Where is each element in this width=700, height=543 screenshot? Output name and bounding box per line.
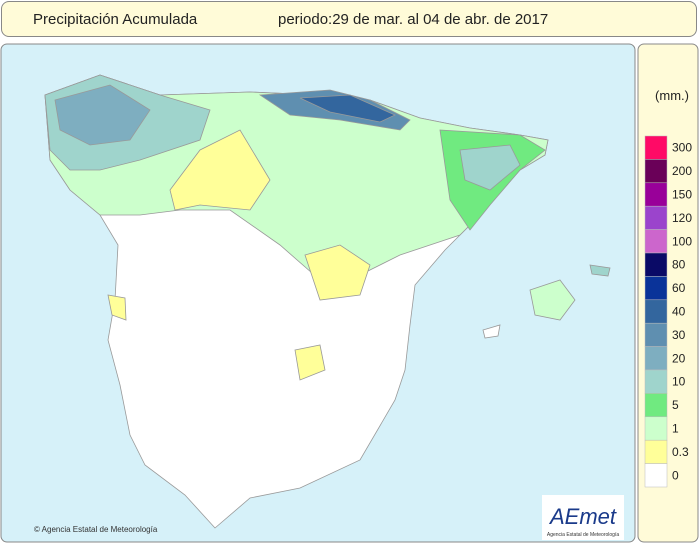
legend-swatch: [644, 135, 668, 160]
logo-caption: Agencia Estatal de Meteorología: [547, 532, 619, 538]
legend-swatch: [644, 252, 668, 277]
legend-swatch: [644, 159, 668, 184]
header: Precipitación Acumulada periodo:29 de ma…: [1, 1, 697, 37]
legend: 300 200 150 120 100 80 60 40 30 20 10 5 1 0.3 0: [644, 135, 692, 488]
legend-swatch: [644, 229, 668, 254]
legend-swatch: [644, 416, 668, 441]
legend-swatch: [644, 346, 668, 371]
legend-label: 100: [672, 234, 692, 248]
copyright: © Agencia Estatal de Meteorología: [34, 525, 158, 534]
legend-label: 120: [672, 211, 692, 225]
legend-swatch: [644, 369, 668, 394]
legend-label: 10: [672, 375, 686, 389]
legend-swatch: [644, 182, 668, 207]
legend-label: 300: [672, 141, 692, 155]
legend-swatch: [644, 463, 668, 488]
logo: AEmet: [548, 504, 617, 529]
legend-swatch: [644, 439, 668, 464]
legend-label: 0: [672, 468, 679, 482]
spain-map: [44, 74, 611, 529]
map-panel: (mm.) 300200150120100806040302010510.30 …: [0, 43, 699, 543]
legend-swatch: [644, 393, 668, 418]
legend-swatch: [644, 276, 668, 301]
legend-label: 20: [672, 351, 686, 365]
legend-swatch: [644, 322, 668, 347]
title: Precipitación Acumulada: [33, 11, 198, 28]
legend-label: 80: [672, 258, 686, 272]
legend-label: 60: [672, 281, 686, 295]
legend-label: 0.3: [672, 445, 689, 459]
legend-label: 150: [672, 188, 692, 202]
legend-unit: (mm.): [655, 88, 689, 103]
legend-label: 200: [672, 164, 692, 178]
legend-swatch: [644, 205, 668, 230]
legend-label: 40: [672, 305, 686, 319]
period: periodo:29 de mar. al 04 de abr. de 2017: [278, 11, 549, 28]
logo-box: [542, 495, 624, 540]
legend-label: 30: [672, 328, 686, 342]
legend-label: 1: [672, 422, 679, 436]
legend-label: 5: [672, 398, 679, 412]
legend-swatch: [644, 299, 668, 324]
